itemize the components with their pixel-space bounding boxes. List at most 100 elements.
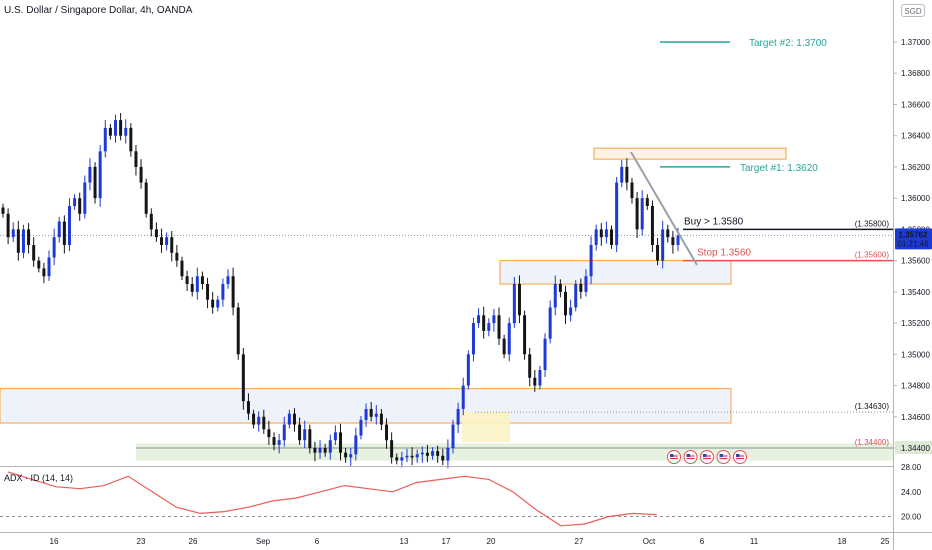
candle — [139, 159, 143, 189]
event-icon-flag — [670, 454, 678, 460]
candle — [359, 415, 363, 440]
candle — [344, 448, 348, 463]
candle-body — [385, 424, 389, 441]
candle-body — [579, 284, 583, 292]
candle — [589, 236, 593, 285]
candle-body — [564, 291, 567, 316]
candle-body — [103, 127, 107, 152]
candle-body — [144, 182, 148, 214]
time-tick-label: 6 — [315, 537, 320, 546]
candle — [323, 444, 327, 457]
candle-body — [170, 237, 174, 253]
candle — [364, 403, 368, 427]
candle-body — [420, 452, 424, 455]
candle-body — [211, 299, 215, 308]
candle — [461, 377, 465, 416]
time-axis[interactable]: 16 23 26 Sep 6 13 17 20 27 Oct 6 11 18 25 — [0, 532, 932, 547]
candle — [180, 256, 184, 281]
time-tick-label: 17 — [442, 537, 451, 546]
candle-body — [160, 237, 164, 245]
candle-body — [604, 229, 608, 238]
candle — [482, 306, 486, 339]
candle-body — [625, 166, 629, 183]
candle — [369, 401, 373, 422]
candle-body — [543, 338, 547, 370]
price-tick-label: 1.35600 — [901, 257, 930, 266]
candle — [436, 445, 440, 463]
zones-layer — [0, 147, 893, 461]
candle — [451, 419, 455, 454]
candle-body — [318, 448, 322, 453]
candle — [282, 416, 286, 447]
candle-body — [630, 182, 634, 199]
candle-body — [456, 408, 460, 425]
candle-body — [666, 229, 670, 238]
price-badge-countdown: 01:21:46 — [897, 239, 929, 248]
level-label: (1.34630) — [855, 402, 890, 411]
candle-body — [441, 455, 445, 461]
axis-level-box — [895, 441, 932, 454]
candle-body — [333, 432, 337, 441]
candle — [538, 366, 542, 390]
candle — [303, 420, 307, 448]
time-tick-label: 18 — [838, 537, 847, 546]
candle-body — [88, 166, 92, 183]
candle — [574, 280, 578, 312]
candle-body — [599, 229, 603, 238]
candle-body — [482, 315, 486, 331]
candle-body — [129, 127, 133, 152]
candle — [119, 113, 123, 141]
candle — [584, 269, 588, 297]
candle-body — [108, 127, 112, 136]
candle-body — [303, 429, 307, 441]
candle — [287, 409, 291, 429]
candle-body — [436, 451, 440, 456]
candle — [441, 448, 445, 466]
candle — [16, 220, 20, 261]
candle-body — [364, 408, 368, 420]
candle — [108, 123, 112, 140]
axis-level-text: 1.34400 — [901, 444, 930, 453]
candle-body — [594, 229, 598, 245]
candle-body — [523, 315, 527, 355]
candle — [487, 318, 491, 337]
candle — [313, 441, 317, 462]
candle — [604, 221, 608, 244]
adx-tick-label: 28.00 — [901, 463, 922, 472]
candle — [425, 444, 429, 463]
level-label: (1.35800) — [855, 219, 890, 228]
candle-body — [359, 419, 363, 436]
candle-body — [282, 424, 286, 441]
candle — [257, 411, 261, 432]
event-icon-flag — [686, 454, 695, 460]
candle-body — [180, 260, 184, 277]
candle — [149, 208, 153, 237]
adx-tick-label: 24.00 — [901, 488, 922, 497]
event-icon-canton — [703, 454, 707, 457]
candle-body — [344, 452, 348, 458]
candle-body — [446, 448, 450, 461]
event-markers — [667, 450, 747, 464]
candle — [67, 198, 71, 252]
candle — [431, 447, 435, 460]
candle — [502, 334, 506, 359]
candle-body — [11, 229, 15, 238]
candle — [492, 309, 496, 332]
candle — [216, 295, 220, 312]
candle — [190, 277, 194, 297]
price-tick-label: 1.36000 — [901, 194, 930, 203]
currency-badge[interactable]: SGD — [901, 4, 925, 17]
candles-layer — [1, 113, 680, 469]
annotations-layer: Target #2: 1.3700 Target #1: 1.3620 Buy > … — [660, 38, 827, 259]
adx-line — [7, 471, 658, 527]
candle — [610, 225, 614, 249]
candle — [185, 270, 189, 292]
candle — [446, 439, 450, 469]
candle-body — [354, 435, 358, 455]
candle — [6, 208, 10, 245]
candle-body — [610, 229, 614, 245]
adx-pane[interactable]: 28.00 24.00 20.00 — [0, 463, 922, 527]
candle-body — [497, 315, 501, 339]
